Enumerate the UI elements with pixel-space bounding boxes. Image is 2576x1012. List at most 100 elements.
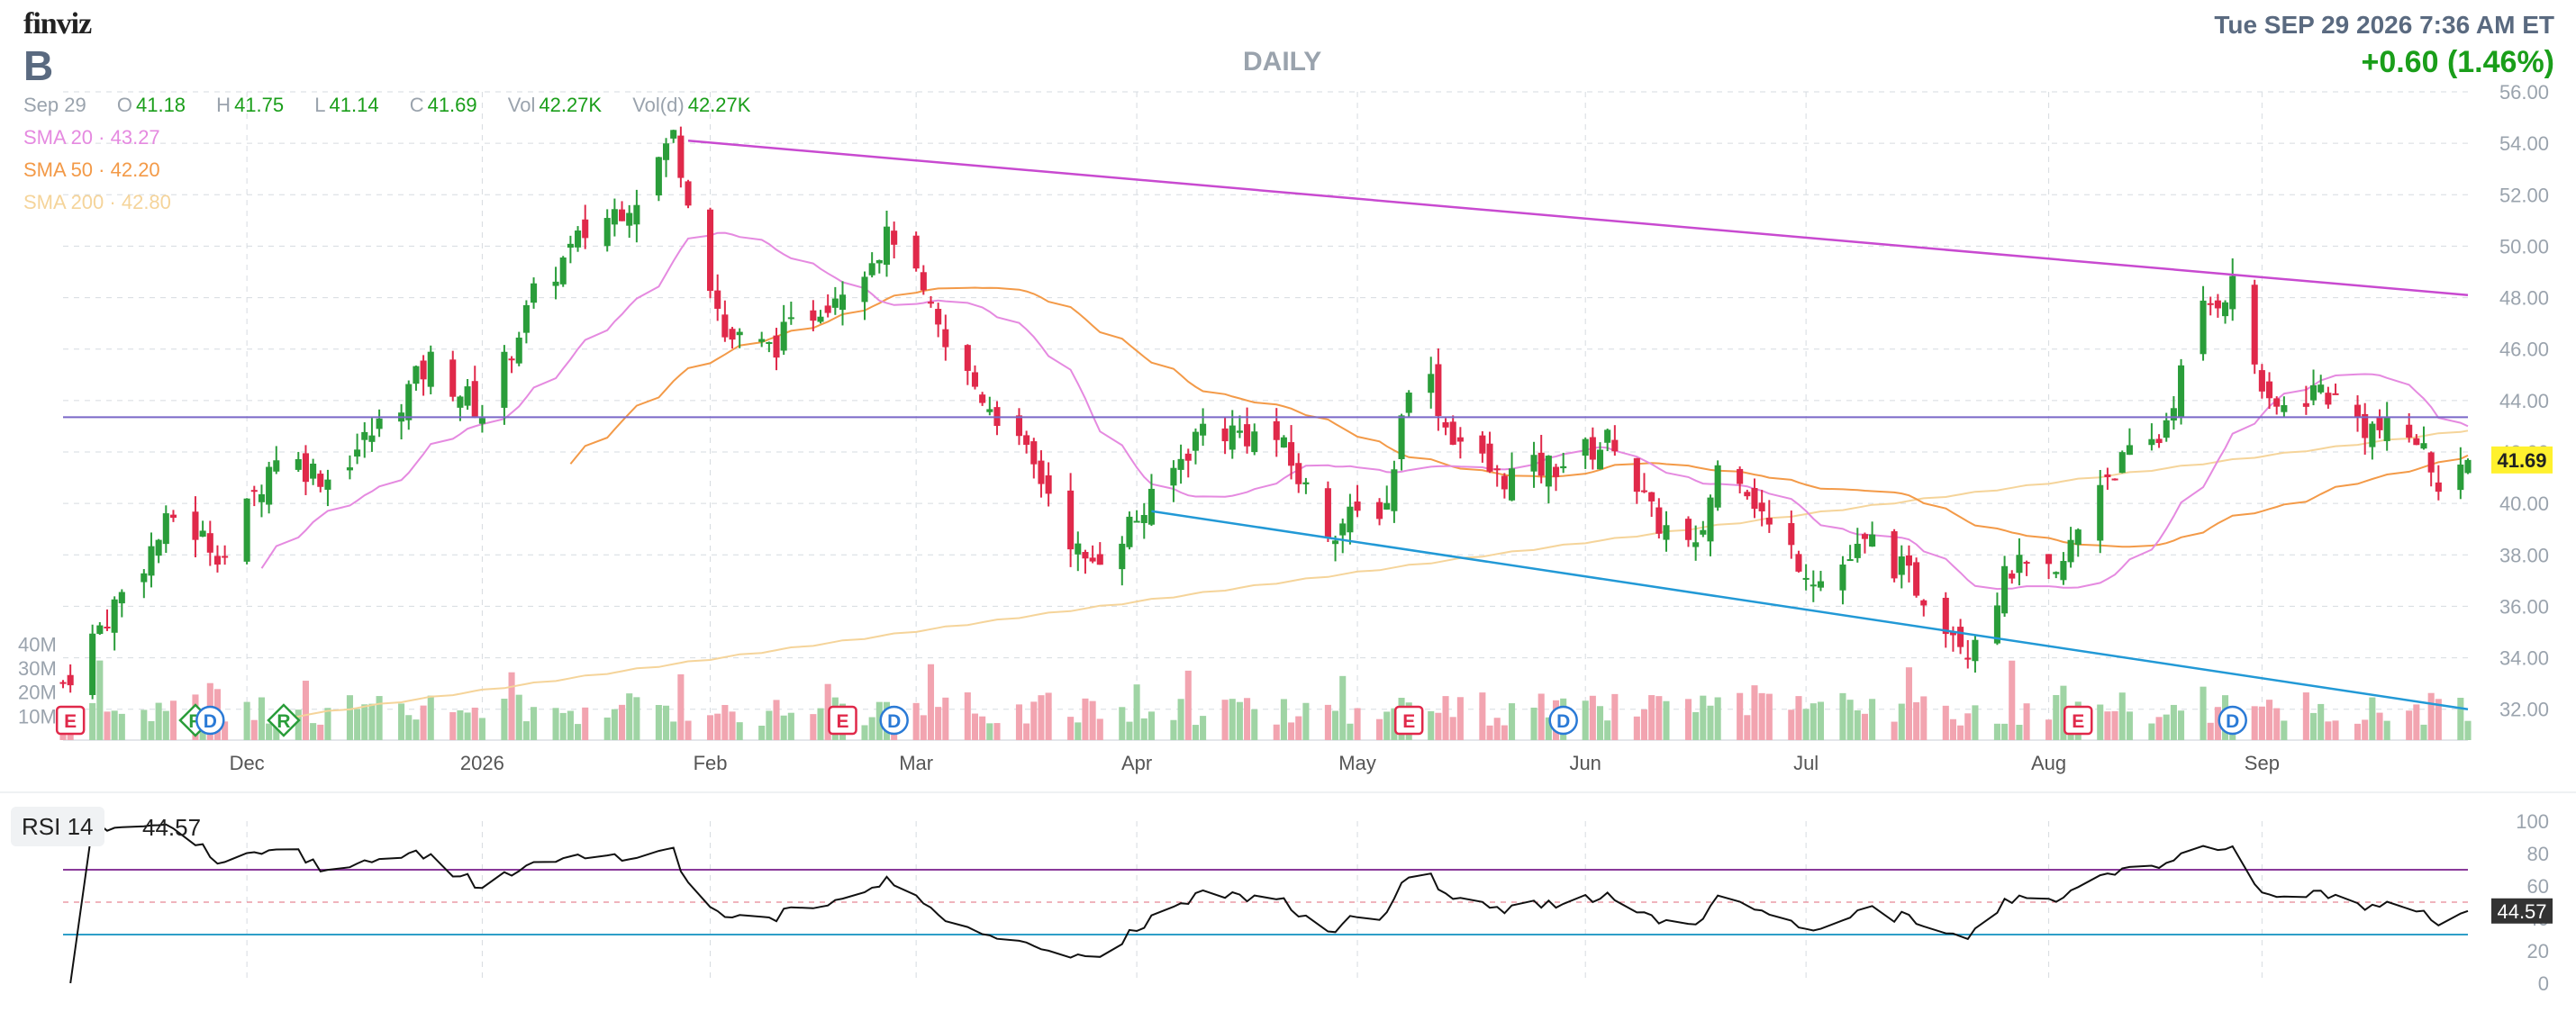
- candle-body: [1913, 562, 1920, 596]
- candle-body: [736, 331, 743, 336]
- volume-bar: [1596, 706, 1604, 740]
- time-tick-label: May: [1338, 752, 1376, 774]
- volume-bar: [942, 697, 949, 740]
- close-label: C: [409, 94, 424, 116]
- volume-bar: [1758, 692, 1765, 740]
- volume-bar: [1449, 717, 1456, 740]
- candle-body: [1957, 627, 1964, 647]
- candle-body: [111, 599, 118, 633]
- volume-bar: [626, 693, 633, 740]
- candle-body: [655, 157, 662, 196]
- volume-bar: [1251, 709, 1258, 740]
- candle-body: [1508, 468, 1516, 501]
- candle-body: [192, 511, 199, 540]
- volume-bar: [427, 695, 434, 740]
- candle-body: [1030, 441, 1038, 465]
- volume-bar: [773, 700, 780, 740]
- volume-bar: [559, 712, 567, 740]
- volume-bar: [457, 709, 464, 740]
- volume-bar: [1332, 710, 1339, 740]
- volume-bar: [1493, 718, 1501, 740]
- candle-body: [1493, 468, 1501, 471]
- candle-body: [626, 212, 633, 226]
- candle-body: [714, 290, 721, 309]
- volume-bar: [118, 713, 125, 740]
- volume-bar: [2258, 706, 2265, 740]
- rsi-line: [69, 823, 2469, 984]
- volume-bar: [964, 691, 971, 740]
- volume-bar: [1604, 720, 1611, 740]
- candle-body: [1905, 555, 1912, 566]
- sma20-label: SMA 20: [23, 126, 94, 149]
- event-marker-letter: D: [887, 711, 901, 732]
- candle-body: [324, 479, 331, 490]
- candle-body: [2229, 276, 2236, 310]
- candle-body: [1589, 437, 1596, 460]
- candle-body: [824, 305, 831, 313]
- candle-body: [243, 498, 250, 562]
- volume-bar: [2170, 704, 2177, 740]
- candle-body: [2281, 404, 2288, 412]
- volume-bar: [1765, 693, 1773, 740]
- volume-bar: [273, 719, 280, 740]
- finviz-logo[interactable]: finviz: [23, 7, 92, 41]
- candle-body: [1993, 605, 2000, 644]
- candle-body: [464, 386, 471, 406]
- volume-bar: [1023, 723, 1030, 740]
- sma20-legend[interactable]: SMA 20 · 43.27: [23, 126, 160, 149]
- candle-body: [1273, 420, 1280, 440]
- candle-body: [1456, 437, 1464, 442]
- volume-bar: [508, 672, 515, 740]
- candle-body: [531, 283, 538, 303]
- candle-body: [427, 351, 434, 387]
- volume-bar: [2427, 692, 2435, 740]
- candle-body: [302, 453, 309, 483]
- volume-bar: [368, 703, 376, 740]
- price-tick-label: 44.00: [2499, 390, 2549, 412]
- volume-bar: [1295, 716, 1302, 740]
- volume-bar: [2111, 710, 2118, 740]
- candle-body: [1795, 554, 1802, 572]
- volume-tick-label: 20M: [18, 682, 57, 704]
- candle-body: [766, 342, 773, 345]
- sma50-legend[interactable]: SMA 50 · 42.20: [23, 158, 160, 181]
- sma200-label: SMA 200: [23, 191, 104, 213]
- candle-body: [1765, 518, 1773, 525]
- candle-body: [1700, 529, 1707, 535]
- candle-body: [1391, 469, 1398, 511]
- candle-body: [1788, 523, 1795, 546]
- candle-body: [575, 230, 582, 248]
- candle-body: [1479, 435, 1486, 454]
- candle-body: [250, 490, 258, 492]
- candle-body: [2354, 404, 2362, 418]
- price-tick-label: 56.00: [2499, 81, 2549, 104]
- candle-body: [2457, 464, 2464, 491]
- candle-body: [1045, 474, 1052, 494]
- volume-bar: [1920, 696, 1927, 740]
- candle-body: [1428, 374, 1435, 393]
- volume-bar: [1126, 721, 1133, 740]
- candle-body: [2053, 572, 2060, 574]
- candle-body: [478, 418, 485, 424]
- volume-bar: [1486, 725, 1493, 740]
- candle-body: [1545, 456, 1552, 487]
- volume-bar: [222, 721, 229, 740]
- candle-body: [368, 435, 376, 442]
- price-tick-label: 32.00: [2499, 699, 2549, 721]
- volume-bar: [2325, 721, 2332, 740]
- sma200-legend[interactable]: SMA 200 · 42.80: [23, 191, 171, 213]
- candle-body: [1640, 490, 1648, 492]
- volume-bar: [1442, 696, 1449, 740]
- daily-volume-value: 42.27K: [687, 94, 751, 116]
- rsi-indicator-label[interactable]: RSI 14: [11, 807, 104, 846]
- candle-body: [1854, 543, 1861, 558]
- candle-body: [773, 335, 780, 358]
- volume-bar: [1015, 704, 1023, 740]
- candle-body: [2097, 484, 2104, 541]
- volume-bar: [471, 707, 478, 740]
- volume-bar: [141, 709, 148, 740]
- candle-body: [603, 218, 611, 247]
- volume-bar: [89, 702, 96, 740]
- volume-bar: [478, 718, 485, 740]
- volume-bar: [310, 723, 317, 740]
